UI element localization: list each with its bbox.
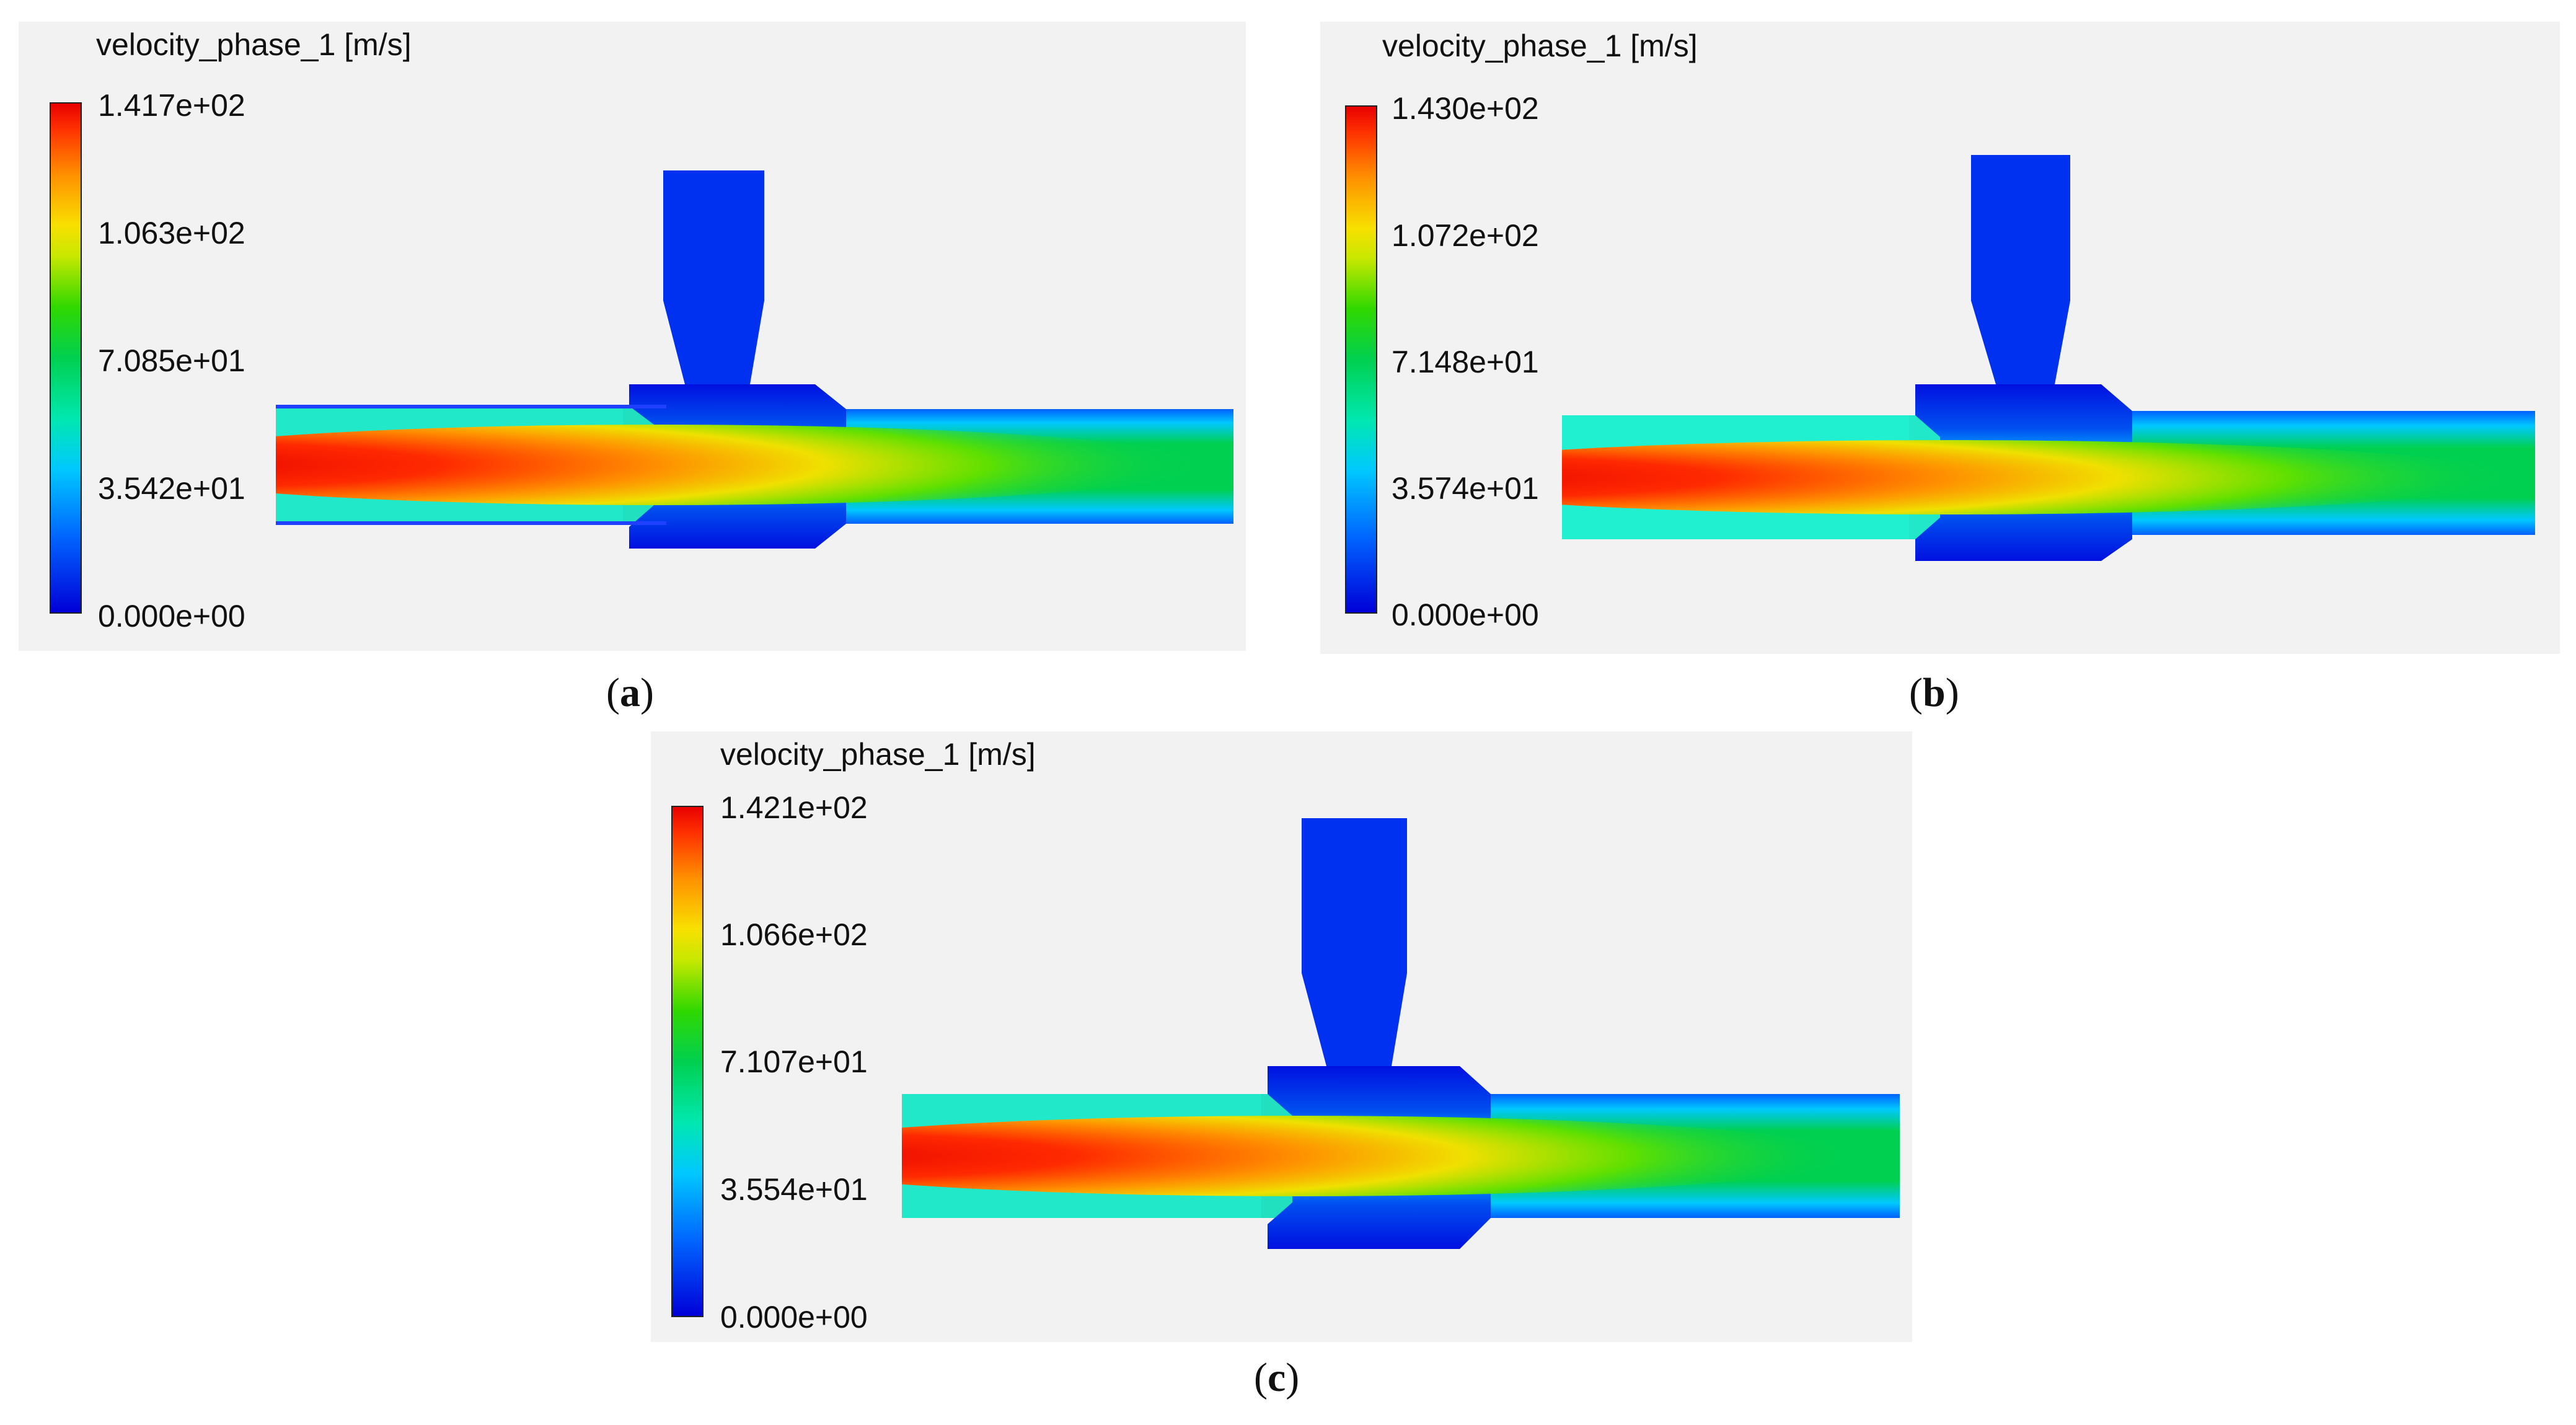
colorbar-tick-min: 0.000e+00	[720, 1300, 868, 1335]
colorbar-tick-min: 0.000e+00	[98, 599, 245, 633]
panel-c: velocity_phase_1 [m/s] 1.421e+02 1.066e+…	[651, 731, 1912, 1342]
colorbar-tick-1: 3.542e+01	[98, 471, 245, 506]
colorbar-tick-max: 1.430e+02	[1392, 91, 1539, 126]
velocity-contour-plot	[1562, 155, 2535, 561]
caption-c: (c)	[1254, 1355, 1300, 1400]
colorbar-title: velocity_phase_1 [m/s]	[720, 737, 1036, 772]
colorbar-title: velocity_phase_1 [m/s]	[1382, 29, 1698, 63]
jet-core-region	[276, 425, 1206, 505]
panel-a: velocity_phase_1 [m/s] 1.417e+02 1.063e+…	[19, 22, 1246, 651]
caption-a: (a)	[606, 670, 654, 715]
velocity-contour-plot	[276, 170, 1233, 549]
colorbar-tick-3: 1.066e+02	[720, 917, 868, 952]
nozzle-wall	[276, 521, 666, 525]
suction-pipe-region	[663, 170, 764, 384]
colorbar	[50, 102, 82, 614]
colorbar-tick-3: 1.063e+02	[98, 216, 245, 250]
colorbar-title: velocity_phase_1 [m/s]	[96, 27, 412, 62]
colorbar-tick-2: 7.107e+01	[720, 1044, 868, 1079]
caption-b: (b)	[1909, 670, 1959, 715]
colorbar	[671, 806, 704, 1317]
colorbar-tick-min: 0.000e+00	[1392, 598, 1539, 632]
suction-pipe-region	[1971, 155, 2070, 384]
nozzle-wall	[276, 405, 666, 408]
colorbar-tick-1: 3.554e+01	[720, 1172, 868, 1207]
colorbar	[1345, 105, 1377, 614]
colorbar-tick-1: 3.574e+01	[1392, 471, 1539, 506]
velocity-contour-plot	[902, 818, 1900, 1249]
jet-core-region	[1562, 440, 2516, 514]
colorbar-tick-2: 7.085e+01	[98, 343, 245, 378]
colorbar-tick-3: 1.072e+02	[1392, 218, 1539, 253]
colorbar-tick-2: 7.148e+01	[1392, 345, 1539, 379]
jet-core-region	[902, 1116, 1856, 1196]
panel-b: velocity_phase_1 [m/s] 1.430e+02 1.072e+…	[1320, 22, 2560, 654]
colorbar-tick-max: 1.421e+02	[720, 790, 868, 825]
suction-pipe-region	[1302, 818, 1407, 1066]
colorbar-tick-max: 1.417e+02	[98, 88, 245, 123]
